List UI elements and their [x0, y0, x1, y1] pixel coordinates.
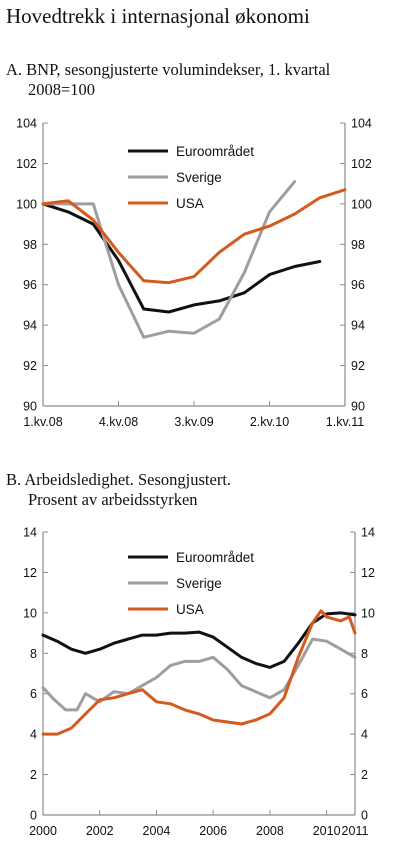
y-tick-label-right: 14 [361, 526, 375, 540]
legend-label: Euroområdet [176, 550, 254, 565]
y-tick-label-left: 104 [16, 117, 37, 131]
y-tick-label-left: 4 [30, 728, 37, 742]
page-title: Hovedtrekk i internasjonal økonomi [6, 4, 310, 28]
y-tick-label-left: 94 [23, 319, 37, 333]
panel-b-title: B. Arbeidsledighet. Sesongjustert. Prose… [6, 470, 231, 510]
y-tick-label-left: 6 [30, 687, 37, 701]
y-tick-label-right: 10 [361, 606, 375, 620]
legend-label: Euroområdet [176, 144, 254, 159]
x-tick-label: 1.kv.08 [23, 415, 62, 429]
x-tick-label: 1.kv.11 [326, 415, 364, 429]
series-line-3 [41, 609, 357, 736]
x-tick-label: 2.kv.10 [250, 415, 289, 429]
y-tick-label-right: 92 [351, 359, 365, 373]
x-tick-label: 2008 [256, 824, 284, 838]
y-tick-label-left: 10 [23, 606, 37, 620]
y-tick-label-left: 8 [30, 647, 37, 661]
y-tick-label-right: 104 [351, 117, 372, 131]
x-tick-label: 2006 [199, 824, 227, 838]
series-line-3 [41, 188, 347, 285]
series-line-2 [41, 637, 357, 712]
x-tick-label: 3.kv.09 [174, 415, 213, 429]
panel-a-title-line1: A. BNP, sesongjusterte volumindekser, 1.… [6, 60, 331, 79]
legend-label: USA [176, 602, 204, 617]
y-tick-label-left: 90 [23, 400, 37, 414]
legend-label: Sverige [176, 170, 222, 185]
y-tick-label-right: 0 [361, 809, 368, 823]
y-tick-label-right: 12 [361, 566, 375, 580]
y-tick-label-right: 4 [361, 728, 368, 742]
y-tick-label-left: 96 [23, 278, 37, 292]
y-tick-label-right: 96 [351, 278, 365, 292]
panel-b-title-line1: B. Arbeidsledighet. Sesongjustert. [6, 470, 232, 489]
y-tick-label-left: 92 [23, 359, 37, 373]
legend-label: Sverige [176, 576, 222, 591]
x-tick-label: 2011 [342, 824, 369, 838]
y-tick-label-left: 2 [30, 768, 37, 782]
x-tick-label: 2010 [313, 824, 341, 838]
y-tick-label-left: 14 [23, 526, 37, 540]
gdp-chart: 90 90 92 92 94 94 96 96 98 98 100 100 102 102 104 104 1.… [16, 117, 372, 430]
series-line-1 [41, 202, 322, 314]
y-tick-label-right: 90 [351, 400, 365, 414]
x-tick-label: 2002 [86, 824, 114, 838]
x-tick-label: 2004 [143, 824, 171, 838]
y-tick-label-left: 0 [30, 809, 37, 823]
y-tick-label-right: 2 [361, 768, 368, 782]
x-tick-label: 4.kv.08 [99, 415, 138, 429]
legend-label: USA [176, 196, 204, 211]
y-tick-label-right: 98 [351, 238, 365, 252]
y-tick-label-right: 94 [351, 319, 365, 333]
panel-b-title-line2: Prosent av arbeidsstyrken [28, 490, 198, 509]
y-tick-label-right: 8 [361, 647, 368, 661]
y-tick-label-left: 100 [16, 197, 37, 211]
x-tick-label: 2000 [29, 824, 57, 838]
y-tick-label-left: 98 [23, 238, 37, 252]
y-tick-label-right: 100 [351, 197, 372, 211]
y-tick-label-left: 102 [16, 157, 37, 171]
series-line-1 [41, 611, 357, 669]
panel-a-title-line2: 2008=100 [28, 80, 96, 99]
y-tick-label-left: 12 [23, 566, 37, 580]
y-tick-label-right: 102 [351, 157, 372, 171]
series-line-2 [41, 180, 297, 339]
panel-a-title: A. BNP, sesongjusterte volumindekser, 1.… [6, 60, 330, 100]
y-tick-label-right: 6 [361, 687, 368, 701]
